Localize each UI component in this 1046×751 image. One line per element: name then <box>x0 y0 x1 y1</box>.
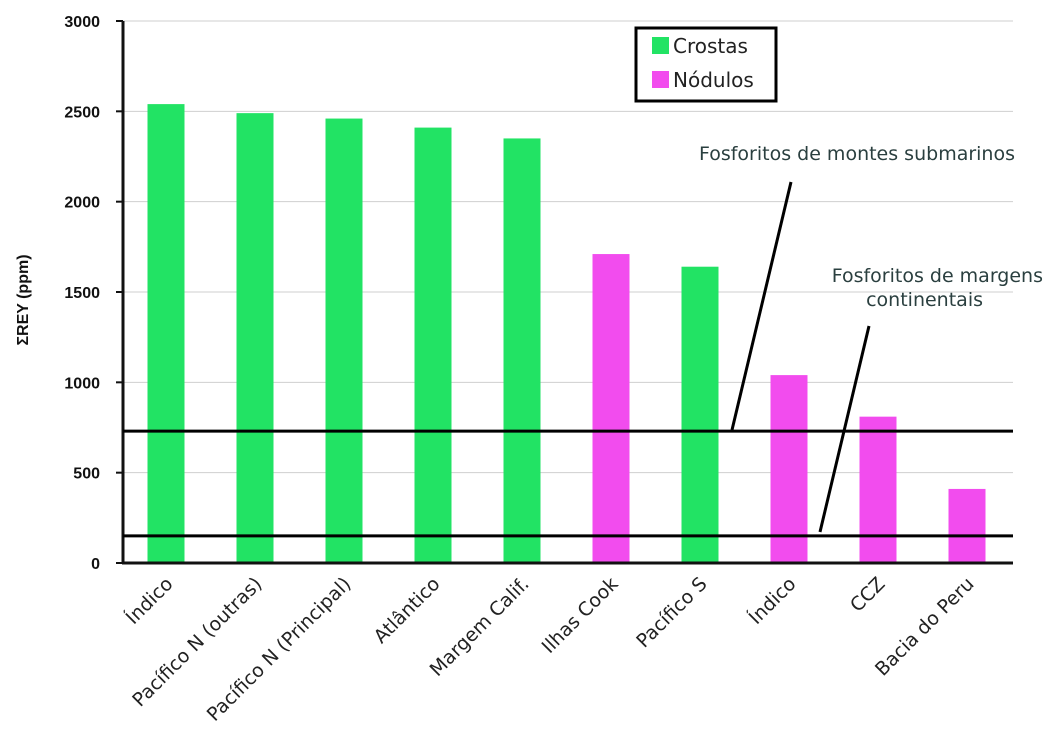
reference-lines: Fosforitos de montes submarinos Fosforito… <box>123 143 1043 538</box>
x-tick-label: Índico <box>121 572 178 629</box>
legend-swatch <box>652 71 669 88</box>
y-axis-label: ΣREY (ppm) <box>15 254 32 345</box>
legend: Crostas Nódulos <box>634 26 778 103</box>
bars <box>147 104 986 564</box>
y-tick-label: 0 <box>91 556 100 573</box>
annotation-leader-line <box>818 325 871 533</box>
y-tick-label: 2500 <box>64 104 100 121</box>
bar <box>325 118 363 563</box>
bar <box>414 127 452 564</box>
reference-line-label: Fosforitos de margens <box>832 265 1043 287</box>
x-tick-label: CCZ <box>846 573 890 617</box>
annotation-leader-line <box>730 181 793 431</box>
y-tick-label: 2000 <box>64 195 100 212</box>
legend-label: Nódulos <box>673 68 754 92</box>
y-tick-label: 1500 <box>64 285 100 302</box>
bar <box>859 416 897 563</box>
y-tick-label: 3000 <box>64 14 100 31</box>
bar <box>147 104 185 564</box>
y-tick-label: 500 <box>73 466 100 483</box>
legend-swatch <box>652 37 669 54</box>
bar <box>236 113 274 563</box>
x-tick-label: Atlântico <box>370 573 445 648</box>
bar <box>503 138 541 563</box>
bar <box>948 488 986 563</box>
reference-line-label: Fosforitos de montes submarinos <box>699 143 1015 165</box>
axes <box>116 20 1013 565</box>
bar <box>770 375 808 563</box>
x-tick-label: Índico <box>744 572 801 629</box>
reference-line-label: continentais <box>866 289 983 311</box>
y-tick-labels: 0 500 1000 1500 2000 2500 3000 <box>64 14 100 573</box>
y-tick-label: 1000 <box>64 375 100 392</box>
bar <box>681 266 719 563</box>
bar <box>592 254 630 563</box>
x-tick-label: Ilhas Cook <box>538 573 623 658</box>
legend-label: Crostas <box>673 34 748 58</box>
x-tick-label: Pacífico S <box>632 573 711 652</box>
x-tick-label: Pacífico N (Principal) <box>203 573 356 726</box>
